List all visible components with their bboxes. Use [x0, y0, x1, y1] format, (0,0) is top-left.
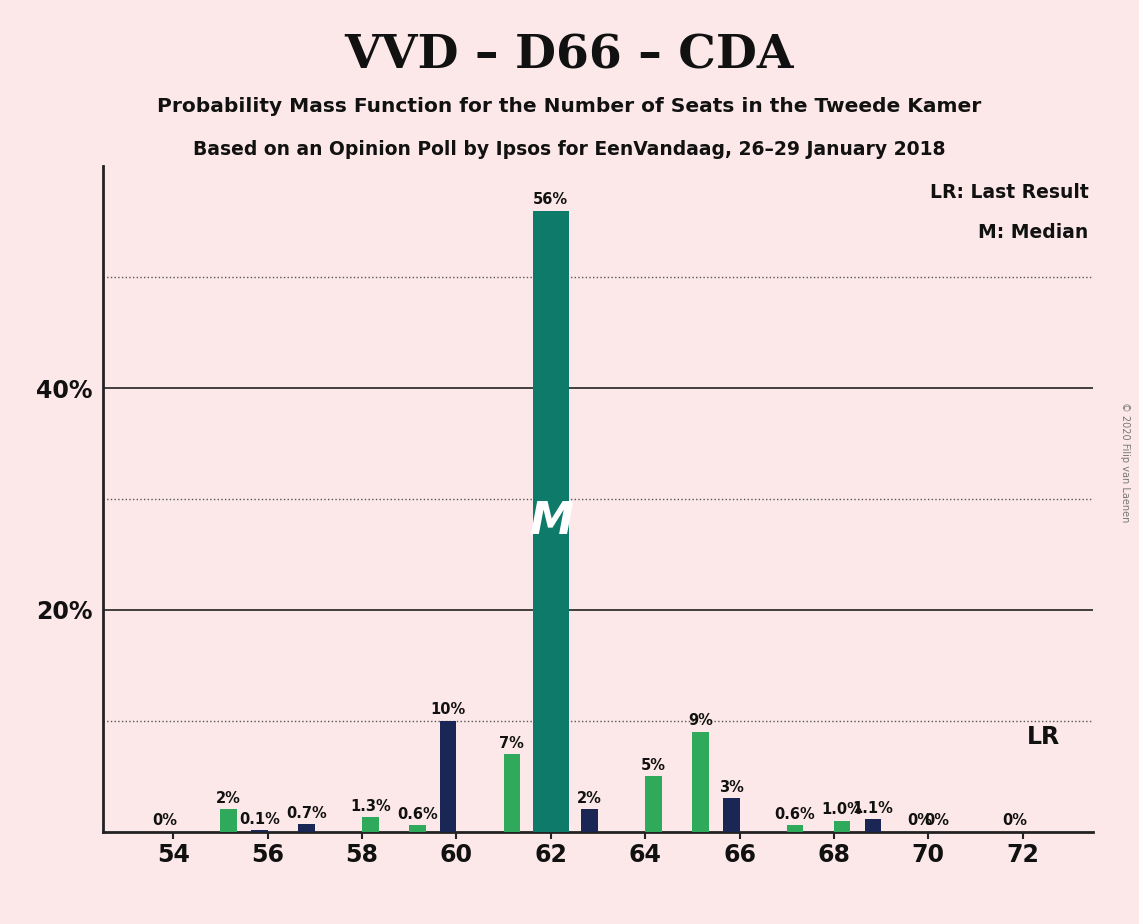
Bar [723, 798, 739, 832]
Text: 10%: 10% [431, 702, 466, 717]
Text: 0.1%: 0.1% [239, 812, 280, 827]
Text: LR: LR [1027, 725, 1060, 749]
Text: 7%: 7% [499, 736, 524, 750]
Text: 0.6%: 0.6% [775, 807, 816, 821]
Bar [533, 211, 570, 832]
Text: 0.6%: 0.6% [398, 807, 437, 821]
Text: VVD – D66 – CDA: VVD – D66 – CDA [345, 32, 794, 79]
Text: Based on an Opinion Poll by Ipsos for EenVandaag, 26–29 January 2018: Based on an Opinion Poll by Ipsos for Ee… [194, 140, 945, 160]
Bar [440, 721, 457, 832]
Bar [645, 776, 662, 832]
Text: 0%: 0% [1002, 813, 1027, 828]
Bar [865, 820, 882, 832]
Bar [693, 732, 708, 832]
Text: 2%: 2% [216, 791, 241, 806]
Text: 1.0%: 1.0% [821, 802, 862, 817]
Text: 3%: 3% [719, 780, 744, 795]
Text: 1.3%: 1.3% [350, 799, 391, 814]
Text: 0%: 0% [153, 813, 178, 828]
Bar [834, 821, 851, 832]
Text: 0%: 0% [908, 813, 933, 828]
Text: © 2020 Filip van Laenen: © 2020 Filip van Laenen [1121, 402, 1130, 522]
Bar [503, 754, 521, 832]
Bar [298, 824, 314, 832]
Text: LR: Last Result: LR: Last Result [929, 183, 1089, 202]
Bar [362, 817, 378, 832]
Text: 56%: 56% [533, 192, 568, 207]
Text: 2%: 2% [577, 791, 603, 806]
Bar [409, 825, 426, 832]
Text: 0%: 0% [924, 813, 949, 828]
Bar [581, 809, 598, 832]
Bar [787, 825, 803, 832]
Text: 1.1%: 1.1% [852, 801, 893, 816]
Text: 9%: 9% [688, 713, 713, 728]
Text: M: M [528, 500, 573, 542]
Text: 5%: 5% [641, 758, 666, 772]
Text: M: Median: M: Median [978, 223, 1089, 242]
Text: 0.7%: 0.7% [286, 806, 327, 821]
Text: Probability Mass Function for the Number of Seats in the Tweede Kamer: Probability Mass Function for the Number… [157, 97, 982, 116]
Bar [221, 809, 237, 832]
Bar [251, 831, 268, 832]
